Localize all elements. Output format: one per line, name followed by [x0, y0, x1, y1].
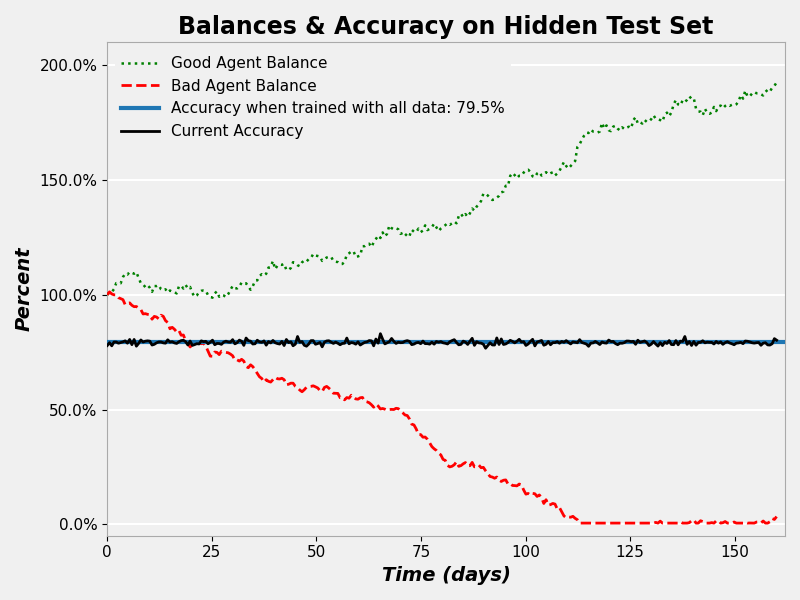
- Line: Bad Agent Balance: Bad Agent Balance: [107, 292, 777, 523]
- Bad Agent Balance: [107, 290, 117, 298]
- Current Accuracy: [105, 339, 114, 346]
- Good Agent Balance: [208, 294, 218, 301]
- Bad Agent Balance: [105, 288, 114, 295]
- Good Agent Balance: [772, 79, 782, 86]
- Bad Agent Balance: [575, 520, 585, 527]
- Current Accuracy: [506, 337, 515, 344]
- Good Agent Balance: [102, 291, 112, 298]
- Legend: Good Agent Balance, Bad Agent Balance, Accuracy when trained with all data: 79.5: Good Agent Balance, Bad Agent Balance, A…: [115, 50, 511, 145]
- Bad Agent Balance: [503, 481, 513, 488]
- Good Agent Balance: [711, 107, 721, 115]
- Current Accuracy: [671, 337, 681, 344]
- X-axis label: Time (days): Time (days): [382, 566, 510, 585]
- Current Accuracy: [503, 339, 513, 346]
- Good Agent Balance: [105, 289, 114, 296]
- Y-axis label: Percent: Percent: [15, 247, 34, 331]
- Accuracy when trained with all data: 79.5%: (1, 0.795): 79.5%: (1, 0.795): [106, 338, 116, 346]
- Bad Agent Balance: [514, 481, 524, 488]
- Bad Agent Balance: [772, 513, 782, 520]
- Good Agent Balance: [669, 101, 678, 108]
- Bad Agent Balance: [501, 476, 510, 484]
- Current Accuracy: [375, 330, 385, 337]
- Current Accuracy: [481, 344, 490, 352]
- Line: Good Agent Balance: Good Agent Balance: [107, 82, 777, 298]
- Bad Agent Balance: [671, 520, 681, 527]
- Bad Agent Balance: [102, 291, 112, 298]
- Title: Balances & Accuracy on Hidden Test Set: Balances & Accuracy on Hidden Test Set: [178, 15, 714, 39]
- Current Accuracy: [517, 338, 526, 346]
- Accuracy when trained with all data: 79.5%: (0, 0.795): 79.5%: (0, 0.795): [102, 338, 112, 346]
- Good Agent Balance: [503, 182, 513, 190]
- Good Agent Balance: [501, 182, 510, 190]
- Good Agent Balance: [514, 172, 524, 179]
- Current Accuracy: [102, 342, 112, 349]
- Line: Current Accuracy: Current Accuracy: [107, 334, 777, 348]
- Current Accuracy: [772, 337, 782, 344]
- Current Accuracy: [714, 340, 723, 347]
- Bad Agent Balance: [714, 517, 723, 524]
